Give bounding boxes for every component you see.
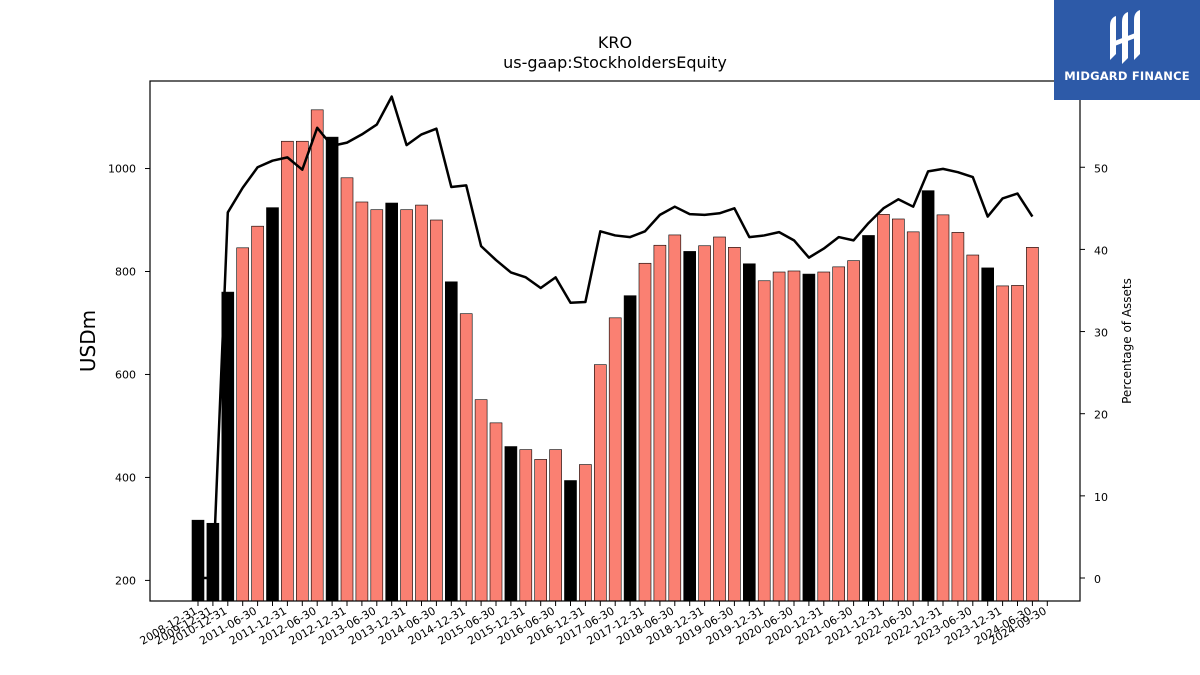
bar-2018-03-31 [653, 244, 667, 602]
bar-2013-06-30 [370, 209, 384, 602]
bar-2019-09-30 [742, 263, 756, 602]
bar-2011-03-31 [236, 247, 249, 602]
bar-2020-12-31 [817, 271, 831, 602]
bar-2018-06-30 [668, 234, 682, 602]
bar-2016-09-30 [564, 480, 577, 602]
bar-2018-12-31 [698, 245, 711, 602]
bar-2017-12-31 [638, 262, 652, 602]
bar-2018-09-30 [683, 251, 697, 602]
bar-2019-03-31 [713, 236, 726, 602]
bar-2023-09-30 [981, 267, 995, 602]
bar-2014-03-31 [415, 204, 428, 602]
y2-tick-label: 50 [1094, 162, 1108, 175]
y-tick-label: 400 [115, 471, 136, 484]
bar-2015-03-31 [474, 399, 488, 602]
bar-2023-06-30 [966, 254, 980, 602]
bar-2022-12-31 [936, 214, 950, 602]
x-axis: 2008-12-312009-12-312010-12-312011-06-30… [138, 601, 1049, 648]
chart-subtitle: us-gaap:StockholdersEquity [503, 53, 727, 72]
y-tick-label: 200 [115, 574, 136, 587]
y2-tick-label: 40 [1094, 244, 1108, 257]
percentage-line-series [198, 95, 1034, 580]
bar-2014-06-30 [430, 219, 443, 602]
bar-2024-06-30 [1026, 247, 1039, 602]
bar-2021-03-31 [832, 266, 846, 602]
bar-2012-12-31 [340, 177, 354, 602]
y-tick-label: 800 [115, 265, 136, 278]
percentage-line [198, 95, 1034, 580]
bar-2012-03-31 [295, 140, 309, 602]
bar-2011-06-30 [251, 225, 264, 602]
y2-tick-label: 0 [1094, 573, 1101, 586]
bar-2017-09-30 [623, 295, 637, 602]
y-tick-label: 1000 [108, 163, 136, 176]
left-y-axis: 200 400 600 800 1000 [108, 163, 150, 587]
brand-logo: MIDGARD FINANCE [1054, 0, 1200, 100]
bar-2020-06-30 [787, 270, 801, 602]
y2-tick-label: 20 [1094, 409, 1108, 422]
bar-2011-09-30 [266, 207, 279, 602]
bar-2016-06-30 [549, 449, 562, 602]
logo-mark-icon [1110, 10, 1140, 64]
bar-2021-09-30 [862, 235, 875, 602]
bar-2023-12-31 [996, 285, 1009, 602]
bar-2019-12-31 [757, 280, 771, 602]
bar-2022-06-30 [906, 231, 920, 602]
bar-2013-03-31 [355, 201, 369, 602]
bar-2012-06-30 [310, 109, 324, 602]
bar-series [191, 109, 1039, 602]
y-tick-label: 600 [115, 368, 136, 381]
bar-2014-12-31 [459, 313, 473, 602]
bar-2024-03-31 [1011, 285, 1024, 602]
y-axis-label: USDm [76, 310, 100, 372]
logo-text: MIDGARD FINANCE [1064, 69, 1190, 83]
bar-2017-03-31 [593, 364, 607, 602]
chart-title: KRO [598, 33, 632, 52]
bar-2015-09-30 [504, 446, 518, 602]
y2-axis-label: Percentage of Assets [1120, 278, 1134, 404]
bar-2016-03-31 [534, 459, 548, 602]
bar-2014-09-30 [444, 281, 458, 602]
bar-2022-03-31 [891, 218, 905, 602]
bar-2015-12-31 [519, 449, 533, 602]
y2-tick-label: 10 [1094, 491, 1108, 504]
bar-2021-06-30 [847, 260, 860, 602]
bar-2011-12-31 [281, 140, 294, 602]
bar-2013-12-31 [400, 209, 413, 602]
right-y-axis: 0 10 20 30 40 50 [1080, 162, 1108, 586]
bar-2022-09-30 [921, 190, 935, 602]
bar-2017-06-30 [608, 317, 622, 602]
bar-2013-09-30 [385, 202, 399, 602]
bar-2020-09-30 [802, 273, 816, 602]
bar-2008-12-31 [191, 519, 205, 602]
bar-2021-12-31 [877, 214, 890, 602]
y2-tick-label: 30 [1094, 327, 1108, 340]
bar-2012-09-30 [325, 136, 339, 602]
bar-2020-03-31 [772, 271, 786, 602]
bar-2016-12-31 [579, 464, 592, 602]
bar-2015-06-30 [489, 422, 503, 602]
bar-2023-03-31 [951, 232, 965, 602]
bar-2019-06-30 [728, 247, 741, 602]
